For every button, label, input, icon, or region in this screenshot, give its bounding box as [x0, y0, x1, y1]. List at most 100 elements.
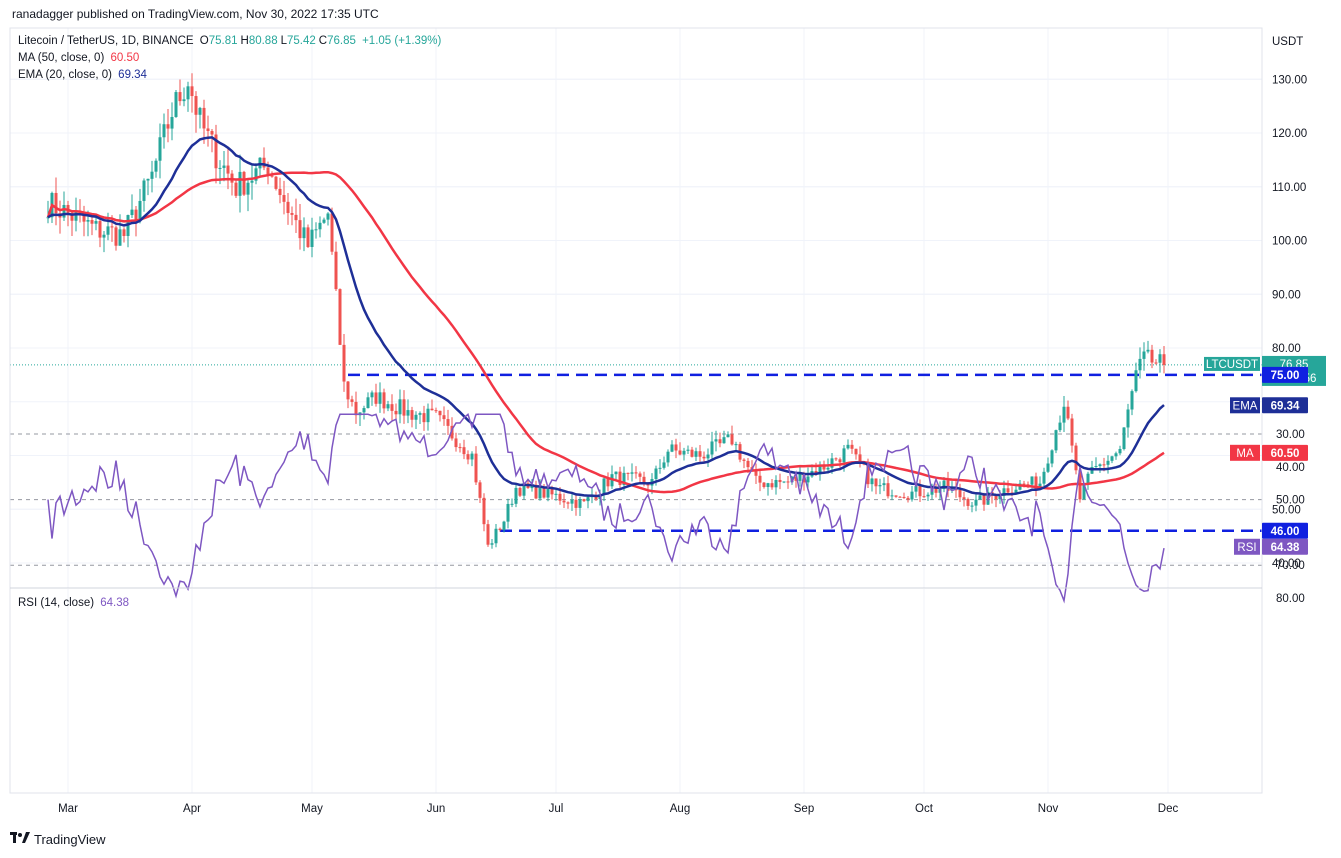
candle-body: [74, 211, 78, 221]
candle-body: [1026, 484, 1030, 486]
price-tick-label: 40.00: [1272, 558, 1301, 570]
candle-body: [794, 476, 798, 481]
rsi-tick-label: 40.00: [1276, 462, 1305, 474]
candle-body: [394, 410, 398, 415]
candle-body: [146, 178, 150, 181]
series-value-badge: 69.34: [1262, 397, 1308, 414]
candle-body: [982, 495, 986, 505]
candle-body: [766, 483, 770, 487]
month-tick-label: Apr: [183, 803, 201, 815]
candle-body: [442, 415, 446, 420]
price-tick-label: 80.00: [1272, 343, 1301, 355]
candle-body: [414, 414, 418, 420]
candle-body: [970, 505, 974, 507]
candle-body: [198, 107, 202, 115]
symbol-legend[interactable]: Litecoin / TetherUS, 1D, BINANCE O75.81 H…: [18, 35, 441, 47]
month-tick-label: Mar: [58, 803, 78, 815]
candle-body: [1066, 406, 1070, 419]
candle-body: [322, 219, 326, 223]
candle-body: [578, 499, 582, 508]
price-tick-label: 50.00: [1272, 504, 1301, 516]
candle-body: [242, 171, 246, 195]
candle-body: [498, 528, 502, 531]
candle-body: [722, 437, 726, 444]
candle-body: [174, 92, 178, 117]
candle-body: [70, 212, 74, 221]
ohlc-c: C76.85: [318, 35, 356, 47]
candle-body: [486, 524, 490, 545]
candle-body: [86, 220, 90, 222]
month-tick-label: Oct: [915, 803, 934, 815]
candle-body: [82, 213, 86, 222]
candle-body: [262, 157, 266, 168]
candle-body: [718, 439, 722, 444]
candle-body: [374, 392, 378, 404]
candle-body: [770, 483, 774, 488]
candle-body: [702, 456, 706, 459]
axis-badges: 76.8506:24:56LTCUSDT75.0046.0069.34EMA60…: [1204, 355, 1326, 555]
candle-body: [678, 450, 682, 455]
candle-body: [1082, 484, 1086, 500]
candle-body: [446, 419, 450, 426]
candle-body: [102, 234, 106, 238]
tradingview-logo[interactable]: TradingView: [10, 832, 106, 847]
candle-body: [542, 486, 546, 498]
candle-body: [114, 227, 118, 246]
candle-body: [350, 399, 354, 402]
candle-body: [674, 444, 678, 451]
candle-body: [410, 410, 414, 420]
candle-body: [1002, 488, 1006, 496]
candle-body: [942, 480, 946, 490]
ema-legend[interactable]: EMA (20, close, 0) 69.34: [18, 69, 147, 81]
candle-body: [778, 479, 782, 483]
candle-body: [1154, 362, 1158, 364]
candle-body: [518, 487, 522, 496]
candle-body: [234, 182, 238, 196]
candle-body: [510, 503, 514, 505]
currency-label: USDT: [1272, 36, 1303, 48]
candle-body: [370, 392, 374, 398]
candle-body: [454, 438, 458, 448]
candle-body: [254, 168, 258, 181]
rsi-tick-label: 50.00: [1276, 495, 1305, 507]
candle-body: [566, 502, 570, 504]
price-tick-label: 110.00: [1272, 182, 1306, 194]
candle-body: [1098, 464, 1102, 467]
rsi-legend[interactable]: RSI (14, close) 64.38: [18, 597, 129, 609]
candle-body: [962, 497, 966, 499]
candle-body: [642, 476, 646, 483]
candle-body: [1070, 418, 1074, 446]
candle-body: [842, 448, 846, 463]
candle-body: [150, 171, 154, 179]
ma-legend[interactable]: MA (50, close, 0) 60.50: [18, 52, 139, 64]
ema-label: EMA (20, close, 0): [18, 69, 112, 81]
candle-body: [274, 176, 278, 189]
candle-body: [662, 462, 666, 468]
candle-body: [762, 482, 766, 487]
candle-body: [694, 451, 698, 457]
candle-body: [914, 486, 918, 492]
candle-body: [570, 499, 574, 504]
ohlc-h: H80.88: [240, 35, 278, 47]
candle-body: [398, 399, 402, 415]
candle-body: [226, 165, 230, 174]
candle-body: [606, 478, 610, 487]
candle-body: [586, 497, 590, 502]
level-badge-bg: [1262, 522, 1308, 539]
candle-body: [558, 493, 562, 501]
candle-body: [94, 221, 98, 224]
rsi-line-path: [47, 413, 1165, 604]
candle-body: [494, 528, 498, 544]
candle-body: [502, 521, 506, 531]
candle-body: [426, 408, 430, 423]
candle-body: [1006, 488, 1010, 493]
candle-body: [838, 459, 842, 463]
candle-body: [162, 124, 166, 138]
candle-body: [866, 464, 870, 485]
candle-body: [1138, 358, 1142, 371]
candle-body: [490, 543, 494, 545]
ohlc-values: O75.81 H80.88 L75.42 C76.85: [197, 35, 356, 47]
ema-line: [47, 136, 1165, 498]
candle-body: [470, 453, 474, 460]
